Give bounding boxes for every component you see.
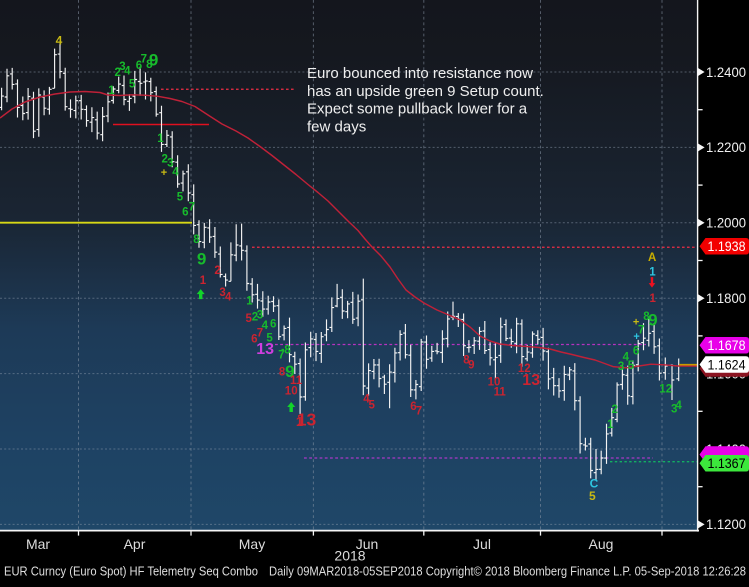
svg-text:EUR Curncy (Euro Spot) HF Tele: EUR Curncy (Euro Spot) HF Telemetry Seq … [4,565,258,579]
svg-text:+: + [633,331,639,343]
svg-text:Euro bounced into resistance n: Euro bounced into resistance now [307,65,533,82]
svg-text:13: 13 [522,372,540,389]
svg-text:1.1800: 1.1800 [706,291,746,306]
svg-text:8: 8 [279,367,286,379]
svg-text:Jul: Jul [473,536,491,552]
svg-text:8: 8 [284,345,291,357]
svg-text:2: 2 [114,67,120,79]
svg-text:2: 2 [214,265,220,277]
svg-text:3: 3 [671,404,677,416]
svg-text:1.2200: 1.2200 [706,140,746,155]
svg-text:8: 8 [146,59,153,71]
svg-text:+: + [633,316,639,328]
svg-text:1.1367: 1.1367 [708,456,746,471]
svg-text:10: 10 [488,377,501,389]
svg-text:9: 9 [468,360,474,372]
svg-text:4: 4 [225,292,232,304]
svg-text:5: 5 [177,192,184,204]
svg-text:9: 9 [197,249,206,268]
svg-text:1: 1 [200,275,207,287]
svg-text:3: 3 [119,61,125,73]
svg-text:6: 6 [182,206,188,218]
svg-text:2: 2 [161,154,167,166]
svg-text:1.2400: 1.2400 [706,65,746,80]
svg-text:13: 13 [256,341,274,358]
svg-text:1: 1 [649,266,656,278]
svg-text:2: 2 [252,311,258,323]
svg-text:5: 5 [589,489,596,503]
svg-text:10: 10 [285,386,298,398]
svg-text:11: 11 [494,387,507,399]
svg-text:4: 4 [172,167,179,179]
svg-text:7: 7 [416,406,422,418]
svg-text:1: 1 [108,85,115,97]
svg-text:1.1200: 1.1200 [706,517,746,532]
svg-text:4: 4 [675,400,682,412]
svg-text:8: 8 [463,355,470,367]
svg-text:4: 4 [56,33,63,47]
svg-text:3: 3 [257,309,263,321]
svg-text:3: 3 [618,361,624,373]
svg-text:A: A [648,252,656,264]
svg-text:12: 12 [518,363,531,375]
svg-text:4: 4 [124,66,131,78]
svg-text:4: 4 [623,352,630,364]
svg-text:2: 2 [611,404,617,416]
svg-text:Aug: Aug [589,536,614,552]
svg-text:Apr: Apr [124,536,146,552]
svg-text:5: 5 [368,400,375,412]
svg-text:9: 9 [648,310,657,329]
svg-text:5: 5 [266,333,273,345]
svg-text:1: 1 [157,133,164,145]
svg-text:5: 5 [129,79,136,91]
svg-text:7: 7 [278,350,284,362]
svg-text:8: 8 [193,234,200,246]
svg-text:5: 5 [245,313,252,325]
svg-text:4: 4 [363,393,370,405]
svg-text:11: 11 [290,375,303,387]
svg-text:9: 9 [285,362,294,381]
svg-text:9: 9 [149,50,158,69]
svg-text:1: 1 [607,419,614,431]
svg-text:1.1938: 1.1938 [708,239,746,254]
svg-text:May: May [239,536,265,552]
svg-text:7: 7 [189,202,195,214]
svg-text:1.2000: 1.2000 [706,216,746,231]
svg-text:5: 5 [628,360,635,372]
svg-text:1: 1 [649,293,656,305]
svg-text:few days: few days [307,118,366,135]
svg-text:4: 4 [262,320,269,332]
svg-text:has an upside green 9 Setup co: has an upside green 9 Setup count. [307,83,544,100]
svg-text:6: 6 [633,346,639,358]
svg-text:3: 3 [219,287,225,299]
svg-text:Mar: Mar [26,536,50,552]
svg-text:6: 6 [410,401,416,413]
svg-text:C: C [590,477,599,491]
svg-text:7: 7 [141,53,147,65]
svg-text:1.1678: 1.1678 [708,338,746,353]
svg-text:12: 12 [659,384,672,396]
svg-text:1.1624: 1.1624 [708,357,746,372]
svg-text:1: 1 [246,296,253,308]
svg-text:7: 7 [257,327,263,339]
svg-text:13: 13 [297,409,317,429]
svg-text:1: 1 [296,414,303,429]
svg-text:7: 7 [638,324,644,336]
svg-text:6: 6 [136,60,142,72]
svg-text:Jun: Jun [356,536,379,552]
svg-text:+: + [161,167,167,179]
svg-text:6: 6 [270,319,276,331]
svg-text:8: 8 [643,311,650,323]
svg-text:6: 6 [251,333,257,345]
svg-text:2018: 2018 [334,548,365,564]
svg-text:Daily 09MAR2018-05SEP2018 Copy: Daily 09MAR2018-05SEP2018 Copyright© 201… [269,565,746,579]
svg-text:3: 3 [167,157,173,169]
svg-text:Expect some pullback lower for: Expect some pullback lower for a [307,101,528,118]
